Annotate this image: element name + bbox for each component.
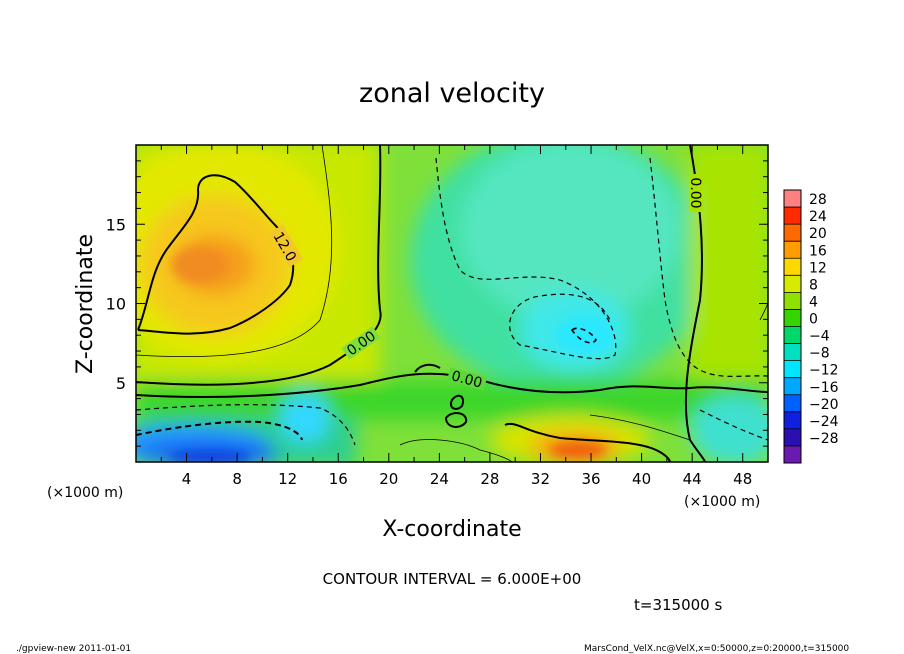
colorbar <box>783 189 802 464</box>
contour-label-zero-2: 0.00 <box>450 368 484 392</box>
colorbar-level-label: 24 <box>809 209 827 225</box>
colorbar-swatch <box>784 224 801 242</box>
colorbar-level-label: −4 <box>809 329 830 345</box>
chart-title: zonal velocity <box>359 78 545 109</box>
contour-label-zero-3: 0.00 <box>687 177 703 208</box>
time-label: t=315000 s <box>634 596 722 614</box>
colorbar-level-label: −8 <box>809 346 830 362</box>
y-tick-label: 15 <box>106 215 126 234</box>
colorbar-swatch <box>784 428 801 447</box>
axis-ticks <box>136 145 768 462</box>
y-tick-label: 10 <box>106 295 126 314</box>
x-tick-label: 32 <box>531 470 550 488</box>
x-tick-label: 4 <box>182 470 192 488</box>
colorbar-level-label: 8 <box>809 277 818 293</box>
colorbar-level-label: −20 <box>809 397 839 413</box>
colorbar-swatch <box>784 326 801 344</box>
x-axis-label: X-coordinate <box>382 517 521 542</box>
colorbar-level-label: 0 <box>809 312 818 328</box>
colorbar-level-label: 4 <box>809 294 818 310</box>
colorbar-swatch <box>784 207 801 225</box>
x-tick-label: 40 <box>632 470 651 488</box>
x-tick-label: 48 <box>733 470 752 488</box>
colorbar-level-label: 12 <box>809 260 827 276</box>
x-tick-label: 28 <box>480 470 499 488</box>
x-tick-label: 8 <box>232 470 242 488</box>
contour-interval: CONTOUR INTERVAL = 6.000E+00 <box>323 570 582 588</box>
x-tick-label: 24 <box>430 470 449 488</box>
colorbar-swatch <box>784 394 801 413</box>
heatmap-field: 12.0 0.00 0.00 0.00 <box>136 145 768 462</box>
colorbar-swatch <box>784 275 801 293</box>
y-tick-label: 5 <box>116 374 126 393</box>
colorbar-swatch <box>784 241 801 259</box>
colorbar-swatch <box>784 258 801 276</box>
colorbar-swatch <box>784 360 801 378</box>
y-tick-labels: 5 10 15 <box>106 215 126 393</box>
x-unit-label-left: (×1000 m) <box>47 485 123 501</box>
colorbar-swatch <box>784 343 801 361</box>
x-tick-label: 44 <box>683 470 702 488</box>
colorbar-swatch <box>784 292 801 310</box>
x-tick-label: 12 <box>278 470 297 488</box>
x-tick-label: 20 <box>379 470 398 488</box>
colorbar-swatch <box>784 190 801 208</box>
colorbar-level-label: −24 <box>809 414 839 430</box>
colorbar-swatch <box>784 309 801 327</box>
footer-left: ./gpview-new 2011-01-01 <box>16 644 131 654</box>
x-tick-label: 16 <box>329 470 348 488</box>
x-unit-label-right: (×1000 m) <box>684 494 760 510</box>
x-tick-label: 36 <box>581 470 600 488</box>
footer-right: MarsCond_VelX.nc@VelX,x=0:50000,z=0:2000… <box>584 644 849 654</box>
x-tick-labels: 4 8 12 16 20 24 28 32 36 40 44 48 <box>182 470 752 488</box>
colorbar-level-label: 20 <box>809 226 827 242</box>
colorbar-swatch <box>784 445 801 464</box>
colorbar-level-label: 16 <box>809 243 827 259</box>
y-axis-label: Z-coordinate <box>73 234 98 374</box>
colorbar-level-label: −28 <box>809 431 839 447</box>
colorbar-swatch <box>784 377 801 396</box>
colorbar-level-label: 28 <box>809 192 827 208</box>
colorbar-level-label: −16 <box>809 380 839 396</box>
colorbar-level-label: −12 <box>809 363 839 379</box>
colorbar-swatch <box>784 411 801 430</box>
